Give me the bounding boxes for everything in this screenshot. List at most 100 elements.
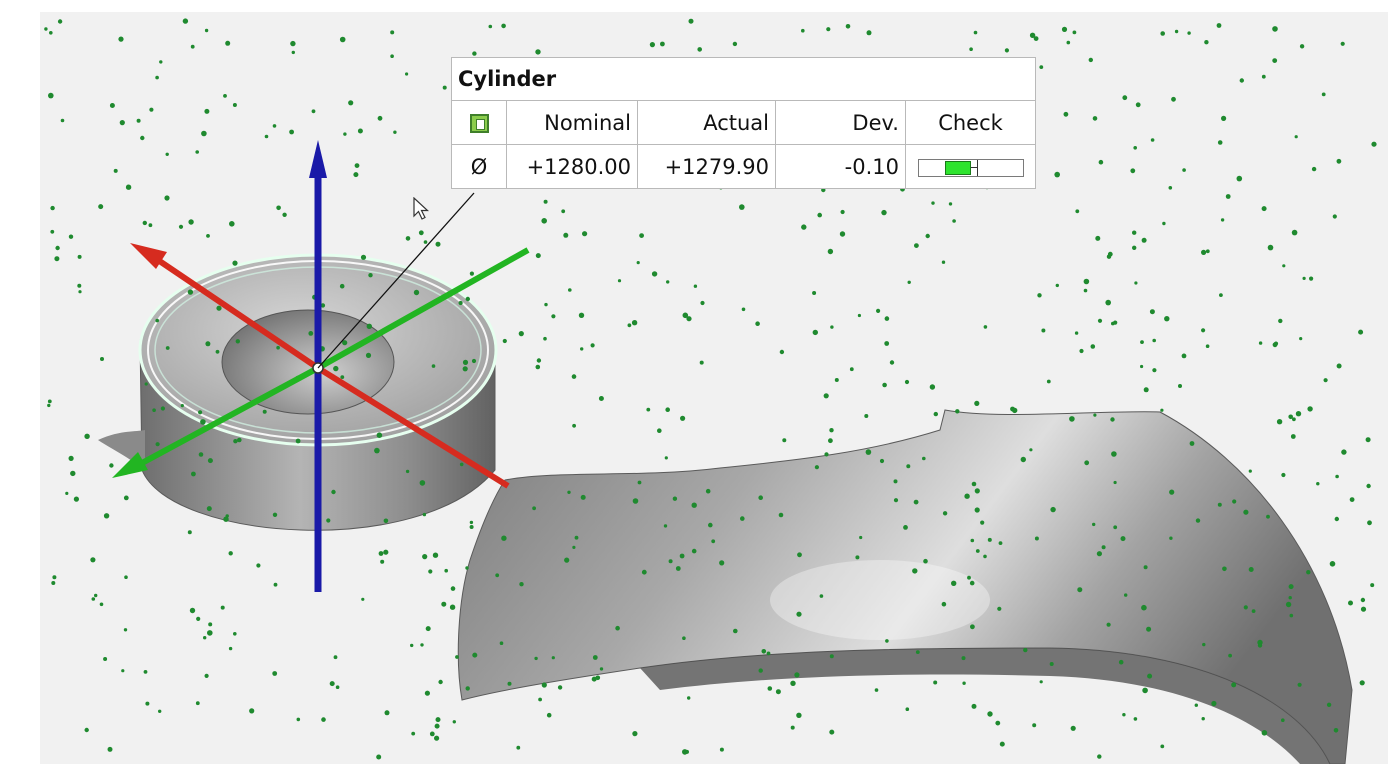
measurement-point <box>1135 102 1141 108</box>
measurement-point <box>1004 48 1010 53</box>
measurement-point <box>1174 29 1179 34</box>
measurement-point <box>422 554 428 560</box>
measurement-point <box>1225 194 1231 199</box>
measurement-point <box>1189 441 1195 446</box>
measurement-point <box>502 338 507 344</box>
measurement-point <box>1092 116 1098 121</box>
measurement-point <box>57 19 63 24</box>
measurement-point <box>232 260 238 266</box>
measurement-point <box>568 288 572 292</box>
column-header-check: Check <box>905 100 1036 145</box>
measurement-point <box>233 439 238 444</box>
measurement-point <box>422 512 427 517</box>
measurement-point <box>354 163 360 169</box>
measurement-point <box>1336 158 1342 164</box>
measurement-point <box>1182 168 1186 172</box>
x-axis-arrow-icon <box>130 243 167 269</box>
measurement-point <box>228 551 233 556</box>
measurement-point <box>262 409 267 414</box>
measurement-point <box>1083 288 1088 293</box>
measurement-point <box>1267 244 1274 251</box>
measurement-point <box>188 219 194 225</box>
measurement-point <box>195 150 199 154</box>
measurement-point <box>423 240 428 244</box>
cylinder-measurement-label[interactable]: Cylinder Nominal Actual Dev. Check Ø +12… <box>451 57 1036 189</box>
measurement-point <box>1037 293 1042 298</box>
measurement-point <box>411 731 416 736</box>
measurement-point <box>1149 309 1155 315</box>
measurement-point <box>857 313 862 318</box>
measurement-point <box>971 481 977 487</box>
measurement-point <box>1201 717 1205 721</box>
measurement-point <box>1070 725 1076 731</box>
measurement-point <box>1141 237 1147 243</box>
measurement-point <box>348 100 354 106</box>
measurement-point <box>472 51 477 56</box>
measurement-point <box>149 107 154 112</box>
measurement-point <box>1295 411 1302 417</box>
measurement-point <box>1228 653 1232 658</box>
measurement-point <box>964 493 970 499</box>
measurement-point <box>223 94 227 98</box>
measurement-point <box>124 575 128 579</box>
measurement-point <box>561 209 566 214</box>
measurement-point <box>1290 434 1296 439</box>
measurement-point <box>974 488 980 494</box>
measurement-point <box>488 24 493 29</box>
measurement-point <box>431 364 436 368</box>
measurement-point <box>941 260 946 264</box>
tolerance-marker <box>976 159 978 176</box>
measurement-point <box>1311 166 1317 172</box>
measurement-point <box>1140 340 1144 344</box>
measurement-point <box>1143 565 1148 570</box>
measurement-point <box>207 630 213 636</box>
measurement-point <box>123 495 129 501</box>
measurement-point <box>1288 414 1293 420</box>
measurement-point <box>434 735 440 741</box>
measurement-point <box>551 314 556 319</box>
measurement-point <box>136 118 141 123</box>
measurement-point <box>77 283 82 288</box>
measurement-point <box>1360 597 1366 603</box>
measurement-point <box>801 28 805 33</box>
measurement-point <box>329 681 335 687</box>
measurement-point <box>1335 474 1339 479</box>
measurement-point <box>1221 115 1227 121</box>
measurement-point <box>1160 31 1165 36</box>
measurement-point <box>469 525 474 529</box>
measurement-point <box>264 134 269 139</box>
measurement-point <box>455 655 459 659</box>
measurement-point <box>1039 680 1043 684</box>
measurement-point <box>152 408 156 413</box>
measurement-point <box>333 655 338 660</box>
measurement-point <box>682 312 689 319</box>
measurement-point <box>444 568 449 573</box>
measurement-point <box>220 605 225 610</box>
measurement-point <box>884 316 890 321</box>
measurement-point <box>390 54 394 58</box>
measurement-point <box>699 360 704 365</box>
measurement-point <box>1029 32 1036 38</box>
measurement-point <box>1195 518 1201 523</box>
measurement-point <box>48 92 54 99</box>
measurement-point <box>118 36 124 42</box>
measurement-point <box>335 685 340 689</box>
measurement-point <box>495 573 500 578</box>
scene-canvas[interactable] <box>40 12 1388 764</box>
measurement-point <box>155 318 159 323</box>
measurement-point <box>1122 95 1128 101</box>
measurement-point <box>732 41 738 47</box>
measurement-point <box>1219 293 1223 297</box>
measurement-point <box>77 254 82 259</box>
measurement-point <box>1273 341 1279 346</box>
measurement-point <box>557 685 563 690</box>
measurement-point <box>1371 141 1377 147</box>
measurement-point <box>973 30 978 35</box>
measurement-point <box>1106 622 1111 627</box>
label-title: Cylinder <box>451 57 1036 101</box>
measurement-point <box>535 49 541 55</box>
measurement-point <box>997 606 1002 611</box>
measurement-point <box>974 507 980 513</box>
measurement-point <box>418 230 424 236</box>
measurement-point <box>1130 168 1136 174</box>
